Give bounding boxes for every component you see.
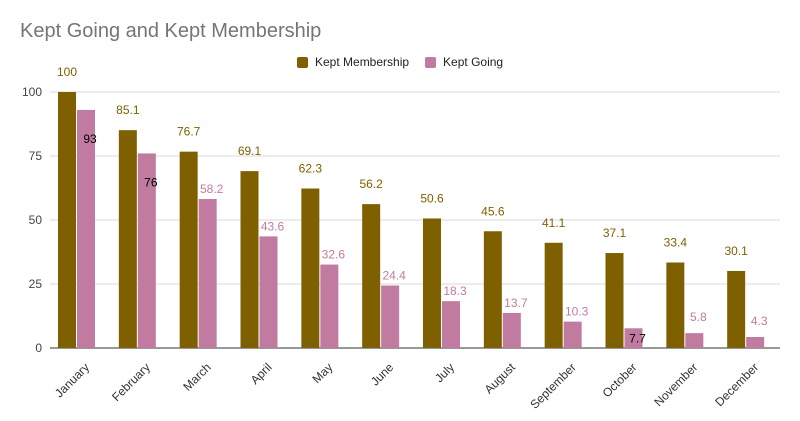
x-tick-label-october: October bbox=[600, 360, 640, 400]
data-label-kept-membership-march: 76.7 bbox=[177, 125, 201, 139]
data-label-kept-membership-december: 30.1 bbox=[724, 244, 748, 258]
legend-item-kept-membership: Kept Membership bbox=[297, 55, 409, 69]
data-label-kept-going-january: 93 bbox=[83, 132, 97, 146]
data-label-kept-membership-january: 100 bbox=[57, 65, 77, 79]
data-label-kept-going-november: 5.8 bbox=[690, 310, 707, 324]
data-label-kept-membership-april: 69.1 bbox=[238, 144, 262, 158]
data-label-kept-going-july: 18.3 bbox=[443, 284, 467, 298]
data-label-kept-membership-july: 50.6 bbox=[420, 191, 444, 205]
x-tick-label-july: July bbox=[432, 360, 457, 385]
data-label-kept-going-september: 10.3 bbox=[565, 305, 589, 319]
legend-label-kept-membership: Kept Membership bbox=[315, 55, 410, 69]
data-label-kept-going-october: 7.7 bbox=[629, 331, 646, 345]
bar-kept-membership-december bbox=[727, 270, 746, 348]
data-label-kept-membership-november: 33.4 bbox=[664, 235, 688, 249]
y-tick-label-50: 50 bbox=[29, 213, 43, 227]
y-tick-label-100: 100 bbox=[22, 85, 42, 99]
x-tick-label-march: March bbox=[180, 360, 213, 393]
legend-swatch-kept-going bbox=[425, 56, 437, 68]
bar-kept-membership-september bbox=[544, 242, 563, 348]
x-tick-label-december: December bbox=[712, 360, 761, 409]
data-label-kept-membership-october: 37.1 bbox=[603, 226, 627, 240]
bar-kept-going-july bbox=[442, 301, 460, 348]
bar-kept-membership-february bbox=[118, 130, 137, 348]
bar-kept-going-december bbox=[746, 336, 765, 348]
bar-kept-going-march bbox=[198, 199, 217, 348]
bar-kept-membership-june bbox=[362, 204, 381, 348]
legend-label-kept-going: Kept Going bbox=[443, 55, 504, 69]
data-label-kept-membership-september: 41.1 bbox=[542, 216, 566, 230]
bar-kept-membership-november bbox=[666, 262, 685, 348]
x-tick-label-august: August bbox=[482, 360, 519, 397]
x-tick-label-april: April bbox=[248, 360, 275, 387]
x-tick-label-february: February bbox=[109, 360, 153, 404]
data-label-kept-going-august: 13.7 bbox=[504, 296, 528, 310]
bar-kept-going-september bbox=[563, 321, 582, 348]
bar-kept-going-february bbox=[137, 153, 156, 348]
x-tick-label-september: September bbox=[527, 360, 578, 411]
data-label-kept-going-february: 76 bbox=[144, 175, 158, 189]
bar-kept-going-january bbox=[77, 109, 95, 348]
data-label-kept-going-december: 4.3 bbox=[751, 314, 768, 328]
bar-kept-membership-march bbox=[179, 151, 198, 348]
bar-kept-going-may bbox=[320, 264, 339, 348]
data-label-kept-membership-february: 85.1 bbox=[116, 103, 140, 117]
y-tick-label-75: 75 bbox=[29, 149, 43, 163]
bar-kept-membership-july bbox=[423, 218, 441, 348]
y-tick-label-0: 0 bbox=[35, 341, 42, 355]
bar-kept-going-november bbox=[685, 333, 704, 348]
data-label-kept-membership-june: 56.2 bbox=[359, 177, 383, 191]
data-label-kept-going-may: 32.6 bbox=[322, 248, 346, 262]
x-tick-label-november: November bbox=[651, 360, 700, 409]
y-tick-label-25: 25 bbox=[29, 277, 43, 291]
legend-swatch-kept-membership bbox=[297, 56, 308, 68]
x-tick-label-may: May bbox=[310, 360, 336, 386]
legend-item-kept-going: Kept Going bbox=[425, 55, 503, 69]
bar-kept-membership-january bbox=[58, 92, 76, 348]
bar-kept-going-april bbox=[259, 236, 278, 348]
data-label-kept-membership-may: 62.3 bbox=[299, 162, 323, 176]
data-label-kept-membership-august: 45.6 bbox=[481, 204, 505, 218]
bar-kept-membership-may bbox=[301, 188, 320, 348]
x-tick-label-june: June bbox=[368, 360, 397, 389]
bar-kept-membership-october bbox=[605, 253, 624, 348]
bar-kept-going-october bbox=[624, 328, 643, 348]
chart-title: Kept Going and Kept Membership bbox=[20, 20, 322, 42]
bar-kept-going-june bbox=[381, 285, 400, 348]
bar-kept-going-august bbox=[502, 312, 521, 348]
bar-kept-membership-august bbox=[483, 231, 502, 348]
data-label-kept-going-march: 58.2 bbox=[200, 182, 224, 196]
bar-kept-membership-april bbox=[240, 171, 259, 348]
data-label-kept-going-june: 24.4 bbox=[382, 269, 406, 283]
data-label-kept-going-april: 43.6 bbox=[261, 219, 285, 233]
x-tick-label-january: January bbox=[52, 360, 92, 400]
legend: Kept Membership Kept Going bbox=[297, 55, 519, 69]
